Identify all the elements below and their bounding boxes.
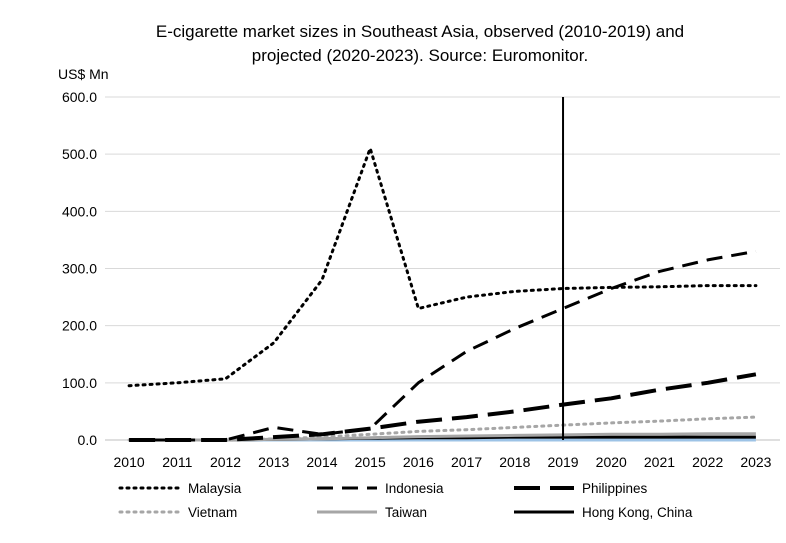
y-tick-label: 200.0	[62, 318, 97, 334]
x-tick-label: 2018	[499, 454, 530, 470]
x-tick-label: 2019	[547, 454, 578, 470]
x-tick-label: 2017	[451, 454, 482, 470]
x-tick-label: 2020	[596, 454, 627, 470]
y-tick-label: 300.0	[62, 261, 97, 277]
x-tick-label: 2013	[258, 454, 289, 470]
x-tick-label: 2023	[740, 454, 771, 470]
legend-label: Vietnam	[188, 505, 237, 520]
legend-label: Philippines	[582, 481, 648, 496]
x-tick-label: 2012	[210, 454, 241, 470]
x-tick-label: 2021	[644, 454, 675, 470]
y-tick-label: 400.0	[62, 203, 97, 219]
series-line	[127, 415, 758, 442]
x-tick-label: 2014	[306, 454, 337, 470]
x-tick-label: 2011	[162, 454, 192, 470]
x-tick-label: 2022	[692, 454, 723, 470]
chart-title-line-1: E-cigarette market sizes in Southeast As…	[155, 22, 685, 41]
x-tick-label: 2015	[355, 454, 386, 470]
x-axis-ticks: 2010 2011 2012 2013 2014 2015 2016 2017 2018 2019…	[114, 454, 772, 470]
series-line	[127, 146, 758, 388]
y-tick-label: 600.0	[62, 89, 97, 105]
series-lines	[127, 146, 758, 442]
series-line	[129, 249, 757, 442]
y-tick-label: 0.0	[78, 432, 98, 448]
x-tick-label: 2016	[403, 454, 434, 470]
y-tick-label: 100.0	[62, 375, 97, 391]
legend-label: Indonesia	[385, 481, 444, 496]
legend-label: Taiwan	[385, 505, 427, 520]
legend-label: Malaysia	[188, 481, 242, 496]
y-axis-ticks: 0.0 100.0 200.0 300.0 400.0 500.0 600.0	[62, 89, 97, 448]
y-tick-label: 500.0	[62, 146, 97, 162]
series-line	[129, 372, 757, 442]
legend-label: Hong Kong, China	[582, 505, 693, 520]
legend: Malaysia Indonesia Philippines Vietnam Taiwa…	[118, 481, 693, 520]
chart-title-line-2: projected (2020-2023). Source: Euromonit…	[251, 46, 589, 65]
y-axis-unit-label: US$ Mn	[58, 66, 109, 82]
x-tick-label: 2010	[114, 454, 145, 470]
